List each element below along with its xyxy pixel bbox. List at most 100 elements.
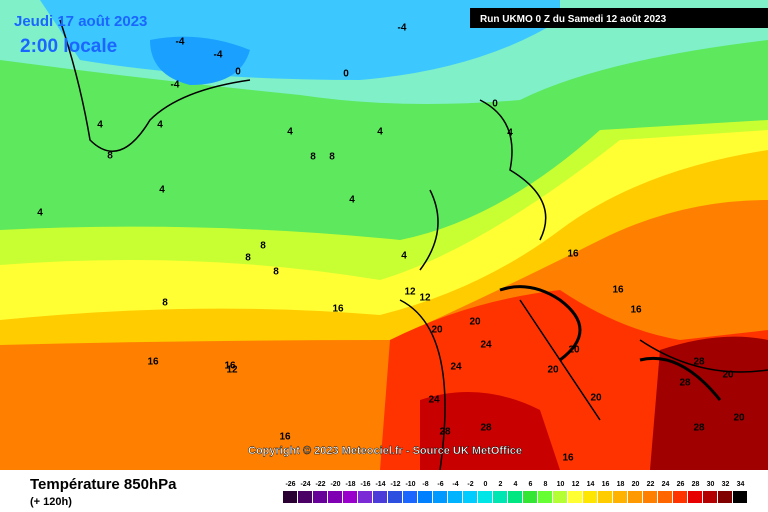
contour-label: 28 [480, 423, 492, 434]
colorbar-swatch [358, 491, 372, 503]
time: 2:00 locale [20, 36, 117, 57]
colorbar-label: 16 [602, 481, 610, 488]
colorbar-label: -18 [345, 481, 355, 488]
contour-label: 8 [245, 253, 251, 264]
zone [420, 392, 560, 470]
colorbar-label: 32 [722, 481, 730, 488]
contour-label: 20 [722, 370, 734, 381]
contour [499, 285, 722, 401]
colorbar-swatch [328, 491, 342, 503]
colorbar-label: 24 [662, 481, 670, 488]
colorbar: -26 -24 -22 -20 -18 -16 -14 -12 -10 -8 -6 -4 -2 0 2 4 6 8… [283, 481, 747, 503]
run: Run UKMO 0 Z du Samedi 12 août 2023 [480, 14, 667, 25]
contour-label: 4 [507, 128, 513, 139]
colorbar-label: 14 [587, 481, 595, 488]
colorbar-swatch [388, 491, 402, 503]
colorbar-swatch [448, 491, 462, 503]
colorbar-swatch [433, 491, 447, 503]
footer-subtitle: (+ 120h) [30, 496, 72, 508]
contour-label: -4 [171, 80, 180, 91]
contour-label: 20 [568, 345, 580, 356]
map [0, 0, 768, 471]
colorbar-label: 20 [632, 481, 640, 488]
contour-label: 0 [492, 99, 498, 110]
contour-label: 16 [332, 304, 344, 315]
colorbar-label: 28 [692, 481, 700, 488]
colorbar-label: -2 [467, 481, 473, 488]
contour-label: 4 [401, 251, 407, 262]
colorbar-label: 22 [647, 481, 655, 488]
contour-label: 20 [469, 317, 481, 328]
colorbar-label: -22 [315, 481, 325, 488]
colorbar-label: 2 [499, 481, 503, 488]
contour-label: 28 [679, 378, 691, 389]
contour-label: 4 [97, 120, 103, 131]
contour-label: -4 [214, 50, 223, 61]
contour-label: 20 [590, 393, 602, 404]
contour-label: 16 [562, 453, 574, 464]
colorbar-label: 12 [572, 481, 580, 488]
contour-label: 8 [162, 298, 168, 309]
colorbar-swatch [403, 491, 417, 503]
contour-label: 16 [224, 361, 236, 372]
colorbar-swatch [493, 491, 507, 503]
colorbar-swatch [538, 491, 552, 503]
contour-label: 8 [329, 152, 335, 163]
colorbar-label: 0 [484, 481, 488, 488]
colorbar-swatch [688, 491, 702, 503]
zone [650, 336, 768, 470]
colorbar-swatch [643, 491, 657, 503]
colorbar-swatch [418, 491, 432, 503]
contour-label: 12 [226, 365, 238, 376]
contour-label: 4 [287, 127, 293, 138]
contour-label: 4 [157, 120, 163, 131]
colorbar-label: 4 [514, 481, 518, 488]
contour-label: -4 [398, 23, 407, 34]
colorbar-label: -8 [422, 481, 428, 488]
colorbar-swatch [313, 491, 327, 503]
colorbar-swatch [628, 491, 642, 503]
contour-label: 16 [612, 285, 624, 296]
contour-label: 12 [419, 293, 431, 304]
coastline [59, 19, 768, 471]
colorbar-swatch [733, 491, 747, 503]
colorbar-label: 8 [544, 481, 548, 488]
contour-label: 16 [567, 249, 579, 260]
contour-label: 28 [693, 357, 705, 368]
colorbar-label: -12 [390, 481, 400, 488]
colorbar-swatch [478, 491, 492, 503]
footer-title: Température 850hPa [30, 476, 177, 493]
colorbar-swatch [523, 491, 537, 503]
colorbar-swatch [283, 491, 297, 503]
contour-label: 12 [404, 287, 416, 298]
colorbar-label: -4 [452, 481, 458, 488]
colorbar-label: -10 [405, 481, 415, 488]
contour-label: 4 [349, 195, 355, 206]
colorbar-label: -14 [375, 481, 385, 488]
colorbar-swatch [508, 491, 522, 503]
contour-label: 20 [431, 325, 443, 336]
colorbar-label: 6 [529, 481, 533, 488]
contour-label: 0 [235, 67, 241, 78]
colorbar-label: -24 [300, 481, 310, 488]
colorbar-label: 10 [557, 481, 565, 488]
zone [150, 36, 250, 85]
colorbar-swatch [463, 491, 477, 503]
colorbar-label: -20 [330, 481, 340, 488]
contour-label: 20 [733, 413, 745, 424]
contour-label: 16 [147, 357, 159, 368]
colorbar-swatch [568, 491, 582, 503]
contour-label: 16 [630, 305, 642, 316]
contour-label: 8 [107, 151, 113, 162]
contour-label: 4 [37, 208, 43, 219]
contour-label: 24 [428, 395, 440, 406]
contour-label: 8 [260, 241, 266, 252]
contour-label: 28 [693, 423, 705, 434]
colorbar-swatch [613, 491, 627, 503]
colorbar-swatch [673, 491, 687, 503]
colorbar-label: 34 [737, 481, 745, 488]
colorbar-swatch [373, 491, 387, 503]
contour-label: -4 [176, 37, 185, 48]
